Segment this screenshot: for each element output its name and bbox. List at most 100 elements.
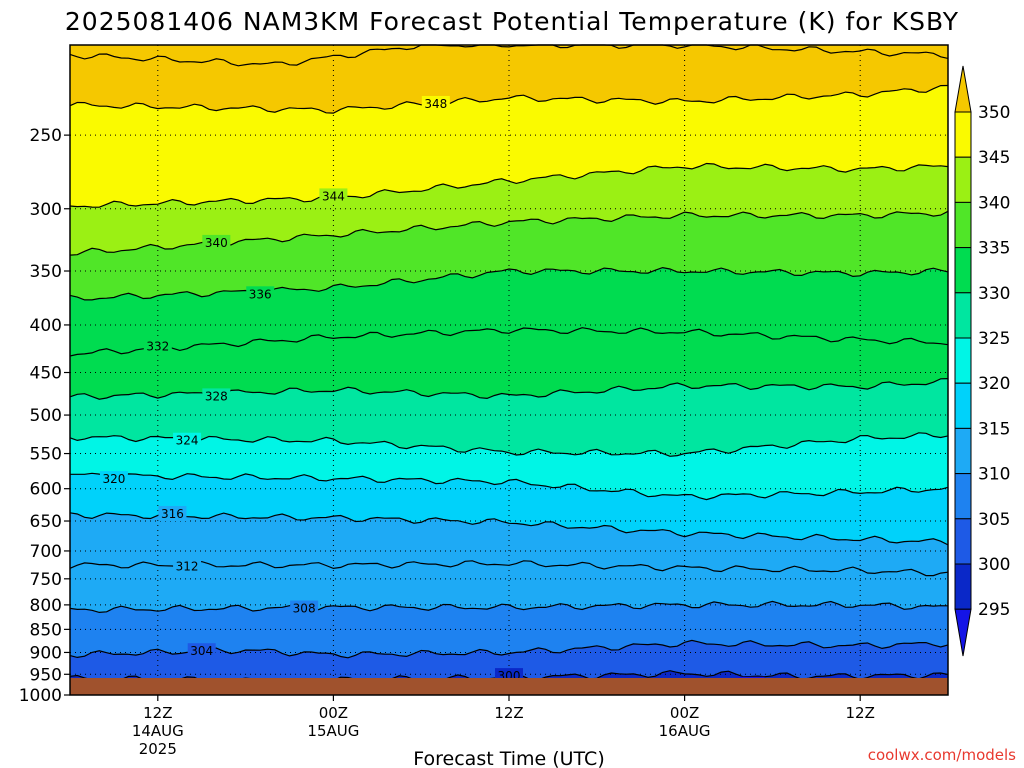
theta-band-306 (70, 601, 948, 658)
chart-title: 2025081406 NAM3KM Forecast Potential Tem… (65, 7, 959, 36)
y-tick-label: 350 (30, 262, 62, 282)
contour-label-bg (99, 471, 128, 487)
x-tick-label: 2025 (139, 740, 177, 758)
y-tick-label: 650 (30, 512, 62, 532)
theta-band-318 (70, 473, 948, 545)
contour-label-bg (158, 506, 187, 522)
theta-band-342 (70, 163, 948, 256)
contour-label-bg (143, 338, 172, 354)
contour-label-344: 344 (322, 189, 345, 203)
contour-label-320: 320 (102, 472, 125, 486)
y-tick-label: 700 (30, 542, 62, 562)
y-tick-label: 250 (30, 126, 62, 146)
y-tick-label: 850 (30, 620, 62, 640)
contour-label-332: 332 (146, 340, 169, 354)
colorbar-segment-335 (954, 201, 972, 249)
isentrope-316 (69, 512, 949, 546)
colorbar-segment-305 (954, 473, 972, 520)
x-tick-label: 12Z (846, 704, 875, 722)
contour-label-316: 316 (161, 507, 184, 521)
contour-label-304: 304 (190, 644, 213, 658)
gridlines (70, 45, 948, 696)
y-tick-label: 400 (30, 316, 62, 336)
contour-label-bg (246, 286, 275, 302)
colorbar-top-arrow (954, 65, 972, 113)
isentrope-348 (69, 84, 949, 114)
contour-label-bg (319, 188, 348, 204)
contour-label-336: 336 (249, 287, 272, 301)
colorbar-segment-315 (954, 382, 972, 429)
isentrope-324 (69, 432, 949, 457)
colorbar-label: 310 (978, 465, 1010, 485)
x-axis-label: Forecast Time (UTC) (413, 748, 604, 768)
y-tick-label: 550 (30, 445, 62, 465)
isentrope-352 (69, 44, 949, 67)
x-tick-label: 00Z (670, 704, 699, 722)
contour-label-bg (173, 558, 202, 574)
y-tick-label: 1000 (19, 686, 62, 706)
contour-label-308: 308 (293, 602, 316, 616)
y-tick-label: 300 (30, 200, 62, 220)
colorbar-label: 345 (978, 148, 1010, 168)
y-axis: 250 300 350 400 450 500 550 600 650 700 750 800 850 9… (19, 126, 70, 706)
colorbar-label: 340 (978, 193, 1010, 213)
contour-label-bg (290, 600, 319, 616)
theta-band-314 (70, 512, 948, 576)
x-tick-label: 16AUG (659, 722, 711, 740)
plot-area: 3483443403363323283243203163123083043002… (69, 44, 949, 696)
contour-label-bg (202, 388, 231, 404)
colorbar-label: 335 (978, 239, 1010, 259)
y-tick-label: 600 (30, 480, 62, 500)
contour-label-312: 312 (176, 560, 199, 574)
x-tick-label: 15AUG (307, 722, 359, 740)
colorbar-segment-340 (954, 156, 972, 203)
y-tick-label: 800 (30, 596, 62, 616)
colorbar-segment-330 (954, 247, 972, 294)
colorbar-label: 350 (978, 103, 1010, 123)
contour-label-328: 328 (205, 389, 228, 403)
colorbar-segment-320 (954, 337, 972, 384)
contour-label-bg (173, 432, 202, 448)
isentrope-332 (69, 327, 949, 357)
colorbar-segment-295 (954, 563, 972, 610)
colorbar-bottom-arrow (954, 608, 972, 657)
colorbar-label: 325 (978, 329, 1010, 349)
theta-band-302 (70, 640, 948, 684)
colorbar: 350 345 340 335 330 325 320 315 310 305 300 295 (954, 65, 1010, 657)
isentrope-336 (69, 266, 949, 301)
theta-band-330 (70, 327, 948, 400)
colorbar-label: 295 (978, 600, 1010, 620)
theta-band-350 (70, 45, 948, 114)
x-tick-label: 14AUG (132, 722, 184, 740)
isentrope-304 (69, 639, 949, 659)
colorbar-segment-310 (954, 427, 972, 475)
theta-bands (70, 45, 948, 695)
theta-band-322 (70, 432, 948, 500)
colorbar-label: 315 (978, 419, 1010, 439)
colorbar-segment-345 (954, 111, 972, 158)
x-tick-label: 12Z (494, 704, 523, 722)
x-tick-label: 00Z (319, 704, 348, 722)
isentrope-344 (69, 162, 949, 208)
colorbar-label: 330 (978, 284, 1010, 304)
y-tick-label: 950 (30, 665, 62, 685)
credit-text: coolwx.com/models (868, 746, 1016, 764)
theta-band-346 (70, 85, 948, 208)
y-tick-label: 500 (30, 406, 62, 426)
colorbar-segment-325 (954, 292, 972, 339)
contour-label-340: 340 (205, 236, 228, 250)
contour-label-bg (421, 95, 450, 111)
y-tick-label: 450 (30, 364, 62, 384)
theta-band-326 (70, 378, 948, 457)
ground-strip (70, 678, 948, 695)
contour-label-348: 348 (424, 97, 447, 111)
x-tick-label: 12Z (143, 704, 172, 722)
isentrope-308 (69, 600, 949, 614)
colorbar-label: 320 (978, 374, 1010, 394)
colorbar-segment-300 (954, 518, 972, 565)
contour-label-324: 324 (176, 434, 199, 448)
y-tick-label: 750 (30, 570, 62, 590)
contour-label-bg (187, 643, 216, 659)
